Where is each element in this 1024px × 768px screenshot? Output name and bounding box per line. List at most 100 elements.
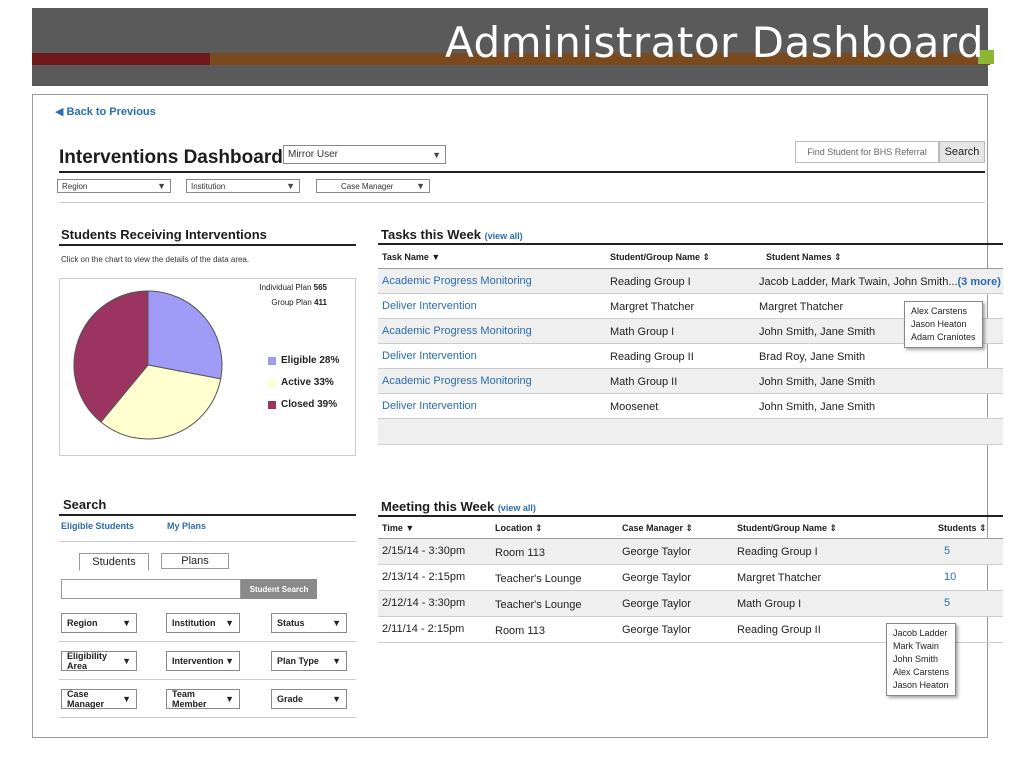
group-plan-value: 411 [314,298,327,307]
institution-filter[interactable]: Institution ▼ [186,179,300,193]
table-row[interactable]: Academic Progress Monitoring Math Group I… [378,319,1003,344]
case-manager-filter[interactable]: Case Manager ▼ [316,179,430,193]
legend-item-eligible[interactable]: Eligible 28% [268,355,339,366]
meetings-divider [378,515,1003,517]
col-student-names[interactable]: Student Names ⇕ [766,252,842,262]
students-count-link[interactable]: 5 [944,545,951,557]
filter-divider [59,202,985,203]
tab-students[interactable]: Students [79,553,149,571]
task-name-link[interactable]: Academic Progress Monitoring [382,375,532,387]
dashboard-frame: ◀ Back to Previous Interventions Dashboa… [32,94,1003,738]
search-row-divider [59,641,356,642]
chart-hint: Click on the chart to view the details o… [61,255,250,264]
search-filter-select[interactable]: Eligibility Area ▼ [61,651,137,671]
student-names-cell: John Smith, Jane Smith [759,326,875,338]
table-row[interactable]: 2/15/14 - 3:30pm Room 113 George Taylor Rea… [378,539,1003,565]
col-location[interactable]: Location ⇕ [495,523,543,533]
task-name-link[interactable]: Deliver Intervention [382,300,477,312]
search-filter-select[interactable]: Institution ▼ [166,613,240,633]
slide-banner [32,8,988,86]
student-names-text: John Smith, Jane Smith [759,376,876,388]
legend-item-active[interactable]: Active 33% [268,377,339,388]
search-button[interactable]: Search [939,141,985,163]
col-student-group-name[interactable]: Student/Group Name ⇕ [737,523,838,533]
students-count-link[interactable]: 10 [944,571,957,583]
task-name-link[interactable]: Academic Progress Monitoring [382,275,532,287]
col-students[interactable]: Students ⇕ [938,523,987,533]
find-student-input[interactable]: Find Student for BHS Referral [795,141,939,163]
legend-label: Eligible 28% [281,355,340,366]
chevron-down-icon: ▼ [157,181,166,191]
tasks-view-all-link[interactable]: (view all) [484,231,523,241]
pie-slice-active[interactable] [100,364,222,440]
table-row[interactable]: Deliver Intervention Reading Group II Brad… [378,344,1003,369]
tasks-empty-row [378,419,1003,445]
student-search-button[interactable]: Student Search [241,579,317,599]
chevron-down-icon: ▼ [286,181,295,191]
group-name-cell: Math Group II [610,376,678,388]
back-link[interactable]: ◀ Back to Previous [55,106,156,118]
more-students-link[interactable]: (3 more) [957,276,1001,288]
title-divider [59,171,985,173]
location-cell: Room 113 [495,625,545,637]
table-row[interactable]: Deliver Intervention Moosenet John Smith, … [378,394,1003,419]
student-names-cell: Brad Roy, Jane Smith [759,351,865,363]
tab-plans[interactable]: Plans [161,553,229,569]
col-time[interactable]: Time ▼ [382,523,415,533]
task-name-link[interactable]: Deliver Intervention [382,350,477,362]
group-name-cell: Margret Thatcher [610,301,695,313]
popup-name: John Smith [893,654,939,664]
student-names-text: Jacob Ladder, Mark Twain, John Smith... [759,276,958,288]
chevron-down-icon: ▼ [432,149,441,160]
location-cell: Teacher's Lounge [495,573,582,585]
group-name-cell: Margret Thatcher [737,572,822,584]
legend-item-closed[interactable]: Closed 39% [268,399,339,410]
table-row[interactable]: 2/12/14 - 3:30pm Teacher's Lounge George T… [378,591,1003,617]
mirror-user-select[interactable]: Mirror User ▼ [283,145,446,164]
student-names-cell: John Smith, Jane Smith [759,401,875,413]
case-manager-cell: George Taylor [622,598,691,610]
students-popup: Jacob Ladder Mark Twain John Smith Alex … [886,623,957,696]
case-manager-cell: George Taylor [622,546,691,558]
eligible-students-link[interactable]: Eligible Students [61,521,135,531]
meetings-title: Meeting this Week (view all) [381,499,536,514]
search-filter-select[interactable]: Region ▼ [61,613,137,633]
student-search-input[interactable] [61,579,241,599]
students-count-link[interactable]: 5 [944,597,951,609]
region-filter[interactable]: Region ▼ [57,179,171,193]
table-row[interactable]: Deliver Intervention Margret Thatcher Marg… [378,294,1003,319]
task-name-link[interactable]: Academic Progress Monitoring [382,325,532,337]
table-row[interactable]: 2/13/14 - 2:15pm Teacher's Lounge George T… [378,565,1003,591]
location-cell: Room 113 [495,547,545,559]
tasks-body: Academic Progress Monitoring Reading Grou… [378,269,1003,419]
search-filter-select[interactable]: Status ▼ [271,613,347,633]
table-row[interactable]: Academic Progress Monitoring Reading Grou… [378,269,1003,294]
search-filter-select[interactable]: Plan Type ▼ [271,651,347,671]
chevron-down-icon: ▼ [332,618,341,628]
search-filter-select[interactable]: Team Member ▼ [166,689,240,709]
banner-accent-red [32,53,210,65]
table-row[interactable]: 2/11/14 - 2:15pm Room 113 George Taylor Rea… [378,617,1003,643]
col-student-group-name[interactable]: Student/Group Name ⇕ [610,252,711,262]
popup-name: Alex Carstens [893,667,950,677]
student-names-text: John Smith, Jane Smith [759,401,876,413]
task-name-link[interactable]: Deliver Intervention [382,400,477,412]
pie-slice-eligible[interactable] [147,290,223,380]
pie-legend: Eligible 28% Active 33% Closed 39% [268,355,339,410]
search-filter-select[interactable]: Intervention ▼ [166,651,240,671]
table-row[interactable]: Academic Progress Monitoring Math Group I… [378,369,1003,394]
my-plans-link[interactable]: My Plans [167,521,207,531]
search-filter-select[interactable]: Case Manager ▼ [61,689,137,709]
search-filter-label: Plan Type [277,656,319,666]
pie-slice-closed[interactable] [73,290,149,423]
group-name-cell: Reading Group II [737,624,821,636]
search-filter-label: Intervention [172,656,224,666]
time-cell: 2/13/14 - 2:15pm [382,571,466,583]
meetings-view-all-link[interactable]: (view all) [497,503,536,513]
col-case-manager[interactable]: Case Manager ⇕ [622,523,694,533]
slide-title: Administrator Dashboard [444,18,984,67]
pie-chart[interactable] [70,281,250,451]
search-filter-select[interactable]: Grade ▼ [271,689,347,709]
search-filter-label: Institution [172,618,216,628]
col-task-name[interactable]: Task Name ▼ [382,252,441,262]
